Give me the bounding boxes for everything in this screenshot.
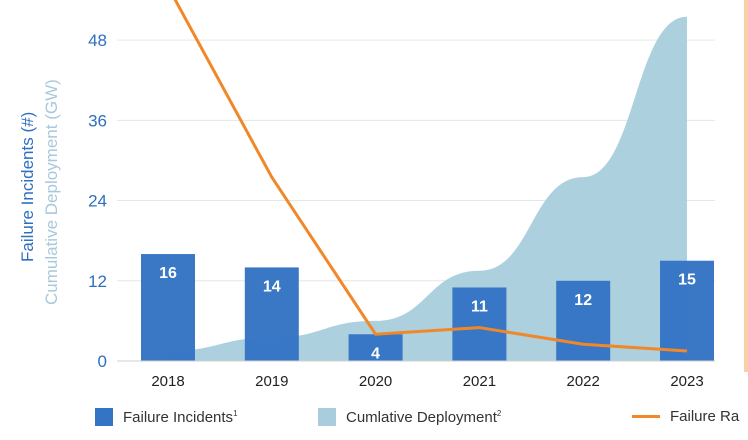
bar: [556, 280, 611, 361]
legend: Failure Incidents1 Cumlative Deployment2…: [0, 400, 748, 440]
legend-swatch-line: [632, 415, 660, 418]
x-tick-label: 2019: [255, 373, 288, 390]
legend-footnote: 1: [233, 408, 238, 418]
y-axis-title-primary: Failure Incidents (#): [18, 111, 37, 262]
x-tick-label: 2022: [567, 373, 600, 390]
x-tick-label: 2021: [463, 373, 496, 390]
axes-layer: 0 12 24 36 48 2018 2019 2020 2021 2022 2023: [88, 31, 715, 390]
chart-plot: 16 14 4 11 12 15 0 12 24 36 48 2018 2019 2020 2021 202…: [88, 0, 715, 390]
bar: [452, 287, 507, 361]
bars-layer: [141, 254, 714, 361]
y-axis-title-secondary: Cumulative Deployment (GW): [42, 79, 61, 305]
legend-item-cumulative-deployment: Cumlative Deployment2: [318, 408, 501, 426]
y-tick-label: 0: [98, 352, 107, 371]
bar-value-label: 11: [471, 298, 488, 315]
bar: [244, 267, 299, 361]
deployment-area: [168, 16, 687, 362]
legend-footnote: 2: [496, 408, 502, 418]
y-tick-label: 48: [88, 31, 107, 50]
legend-label: Failure Incidents: [123, 408, 234, 426]
y-tick-label: 12: [88, 272, 107, 291]
x-tick-label: 2023: [670, 373, 703, 390]
y-tick-label: 24: [88, 192, 107, 211]
x-tick-label: 2020: [359, 373, 392, 390]
bar-value-label: 4: [371, 345, 380, 362]
bar-value-label: 12: [574, 292, 592, 309]
data-labels-layer: 16 14 4 11 12 15: [159, 265, 696, 362]
legend-swatch-area: [318, 408, 336, 426]
bar-value-label: 14: [263, 278, 281, 295]
y-tick-label: 36: [88, 111, 107, 130]
bar-value-label: 16: [159, 265, 177, 282]
bar-value-label: 15: [678, 272, 696, 289]
legend-label: Cumlative Deployment: [346, 408, 497, 426]
deployment-area-layer: [168, 16, 687, 362]
failure-rate-line-layer: [173, 0, 688, 353]
x-tick-label: 2018: [151, 373, 184, 390]
bar: [348, 334, 403, 361]
y-axis-titles: Failure Incidents (#) Cumulative Deploym…: [0, 0, 90, 380]
bar: [141, 254, 195, 361]
legend-item-failure-rate: Failure Ra: [632, 408, 739, 425]
legend-swatch-bar: [95, 408, 113, 426]
legend-label: Failure Ra: [670, 408, 740, 425]
legend-item-failure-incidents: Failure Incidents1: [95, 408, 238, 426]
bar: [660, 260, 714, 361]
failure-rate-line: [173, 0, 688, 353]
right-axis-edge: [744, 0, 748, 372]
